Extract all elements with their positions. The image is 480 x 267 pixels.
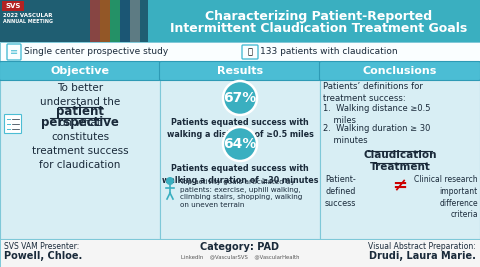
Text: Characterizing Patient-Reported: Characterizing Patient-Reported [205, 10, 432, 23]
Text: Clinical research
important
difference
criteria: Clinical research important difference c… [414, 175, 478, 219]
Text: on what
constitutes
treatment success
for claudication: on what constitutes treatment success fo… [32, 118, 128, 170]
FancyBboxPatch shape [0, 0, 480, 42]
Text: Top activity goals articulated by
patients: exercise, uphill walking,
climbing s: Top activity goals articulated by patien… [180, 179, 302, 208]
Text: Results: Results [217, 65, 263, 76]
Text: 2022 VASCULAR: 2022 VASCULAR [3, 13, 52, 18]
FancyBboxPatch shape [110, 0, 120, 42]
FancyBboxPatch shape [0, 62, 160, 239]
FancyBboxPatch shape [159, 61, 321, 80]
Text: SVS VAM Presenter:: SVS VAM Presenter: [4, 242, 79, 251]
FancyBboxPatch shape [130, 0, 140, 42]
FancyBboxPatch shape [0, 0, 148, 42]
Text: Category: PAD: Category: PAD [201, 242, 279, 252]
Text: To better
understand the: To better understand the [40, 83, 120, 107]
FancyBboxPatch shape [90, 0, 100, 42]
Text: Drudi, Laura Marie.: Drudi, Laura Marie. [369, 251, 476, 261]
Text: patient: patient [56, 105, 104, 118]
FancyBboxPatch shape [320, 62, 480, 239]
Text: Patients’ definitions for
treatment success:: Patients’ definitions for treatment succ… [323, 82, 423, 103]
Text: ANNUAL MEETING: ANNUAL MEETING [3, 19, 53, 24]
Text: 133 patients with claudication: 133 patients with claudication [260, 48, 397, 57]
Text: Single center prospective study: Single center prospective study [24, 48, 168, 57]
Text: 1.  Walking distance ≥0.5
    miles: 1. Walking distance ≥0.5 miles [323, 104, 431, 125]
FancyBboxPatch shape [320, 61, 480, 80]
Text: Conclusions: Conclusions [363, 65, 437, 76]
Text: 👥: 👥 [248, 48, 252, 57]
Text: 67%: 67% [223, 91, 257, 105]
Text: ≠: ≠ [393, 177, 408, 195]
FancyBboxPatch shape [0, 61, 160, 80]
Circle shape [166, 177, 174, 185]
FancyBboxPatch shape [100, 0, 110, 42]
FancyBboxPatch shape [0, 42, 480, 62]
Text: Treatment: Treatment [370, 162, 431, 172]
Text: SVS: SVS [5, 3, 21, 9]
Text: Objective: Objective [50, 65, 109, 76]
FancyBboxPatch shape [160, 62, 320, 239]
FancyBboxPatch shape [4, 115, 22, 134]
Text: Powell, Chloe.: Powell, Chloe. [4, 251, 82, 261]
Text: LinkedIn    @VascularSVS    @VascularHealth: LinkedIn @VascularSVS @VascularHealth [181, 254, 299, 259]
FancyBboxPatch shape [2, 1, 24, 11]
Text: 64%: 64% [223, 137, 257, 151]
Text: Patients equated success with
walking a distance of ≥0.5 miles: Patients equated success with walking a … [167, 118, 313, 139]
Text: Claudication: Claudication [363, 150, 437, 160]
Text: Patient-
defined
success: Patient- defined success [325, 175, 356, 208]
Text: ≡: ≡ [10, 47, 18, 57]
Text: perspective: perspective [41, 116, 119, 129]
Text: Visual Abstract Preparation:: Visual Abstract Preparation: [368, 242, 476, 251]
Text: Intermittent Claudication Treatment Goals: Intermittent Claudication Treatment Goal… [170, 22, 468, 35]
FancyBboxPatch shape [120, 0, 130, 42]
FancyBboxPatch shape [0, 239, 480, 267]
Text: 2.  Walking duration ≥ 30
    minutes: 2. Walking duration ≥ 30 minutes [323, 124, 431, 145]
Circle shape [223, 127, 257, 161]
Circle shape [223, 81, 257, 115]
Text: Patients equated success with
walking a duration of ≥30 minutes: Patients equated success with walking a … [162, 164, 318, 185]
